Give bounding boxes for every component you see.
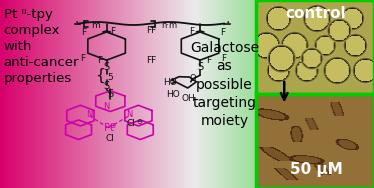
Text: S: S (107, 89, 113, 99)
Text: S: S (104, 62, 110, 72)
Text: HO: HO (163, 78, 177, 87)
Text: F: F (110, 27, 115, 36)
Text: OH: OH (182, 94, 196, 103)
Text: F: F (220, 28, 225, 37)
Text: Cl: Cl (126, 119, 135, 128)
Text: F: F (97, 56, 102, 65)
Text: Cl: Cl (106, 134, 115, 143)
Text: ⊕: ⊕ (109, 121, 116, 130)
Text: {: { (95, 68, 105, 83)
Text: Pt ᴵᴵ-tpy
complex
with
anti-cancer
properties: Pt ᴵᴵ-tpy complex with anti-cancer prope… (4, 8, 79, 85)
Text: Pt: Pt (104, 123, 113, 133)
Text: N: N (86, 110, 93, 119)
Text: 5: 5 (107, 73, 113, 82)
Text: FF: FF (146, 56, 157, 65)
Text: ·: · (74, 16, 79, 30)
Text: S: S (104, 81, 110, 91)
Text: ⊖: ⊖ (137, 119, 142, 125)
Text: HO: HO (166, 90, 180, 99)
Text: ·: · (225, 16, 230, 30)
Text: F: F (189, 27, 194, 36)
Text: control: control (286, 6, 346, 21)
Text: F: F (221, 54, 226, 63)
Bar (256, 94, 374, 188)
Text: FF: FF (146, 26, 157, 35)
Text: F: F (82, 28, 87, 37)
Text: Galactose
as
possible
targeting
moiety: Galactose as possible targeting moiety (190, 41, 259, 128)
Text: O: O (189, 74, 196, 83)
Text: N: N (126, 110, 132, 119)
Text: S: S (197, 62, 203, 72)
Text: N: N (103, 102, 110, 111)
Text: n·m: n·m (161, 21, 177, 30)
Text: 50 μM: 50 μM (289, 162, 343, 177)
Text: m: m (91, 21, 100, 30)
Bar (256, 0, 374, 94)
Text: F: F (80, 54, 86, 63)
Text: F: F (206, 56, 211, 65)
